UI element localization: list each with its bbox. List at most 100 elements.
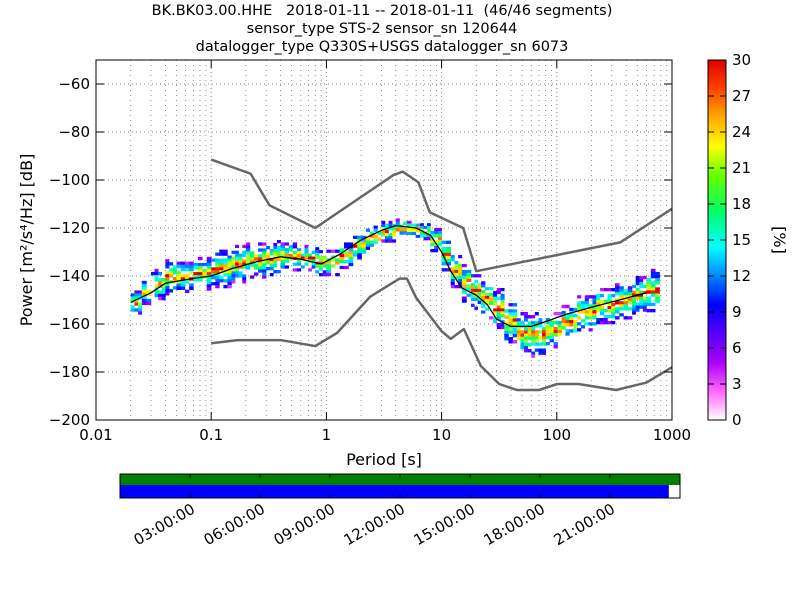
density-cell [496,322,501,327]
density-cell [577,307,582,311]
density-cell [500,296,505,300]
density-cell [206,281,212,285]
density-cell [231,256,236,260]
density-cell [357,250,362,254]
density-cell [500,308,505,312]
density-cell [392,226,397,231]
density-cell [172,265,177,269]
density-cell [426,237,431,241]
density-cell [534,330,539,334]
density-cell [335,261,340,265]
density-cell [184,274,190,278]
density-cell [296,253,302,258]
density-cell [381,233,386,237]
density-cell [146,289,152,294]
density-cell [154,284,159,288]
density-cell [474,297,478,302]
timeline-tick-label: 09:00:00 [271,500,338,549]
density-cell [273,258,278,262]
density-cell [489,292,494,297]
density-cell [592,310,597,314]
density-cell [369,234,374,238]
density-cell [632,305,636,309]
density-cell [388,226,393,231]
density-cell [284,242,289,246]
density-cell [524,315,528,319]
density-cell [542,333,546,337]
density-cell [508,327,513,332]
density-cell [646,284,652,288]
density-cell [508,315,513,319]
density-cell [441,240,447,244]
density-cell [542,339,546,343]
density-cell [627,307,633,311]
density-cell [474,294,478,299]
density-cell [458,282,463,286]
density-cell [276,252,281,256]
density-cell [466,284,472,288]
density-cell [635,296,640,300]
density-cell [180,286,186,290]
density-cell [223,264,228,268]
density-cell [141,280,147,285]
density-cell [549,321,554,325]
density-cell [262,266,267,270]
density-cell [215,261,220,265]
density-cell [315,255,320,260]
density-cell [493,293,498,298]
density-cell [639,290,644,295]
density-cell [395,218,400,222]
density-cell [481,281,486,285]
density-cell [520,333,525,337]
density-cell [545,321,550,325]
density-cell [619,295,624,299]
density-cell [441,262,447,266]
density-cell [580,310,586,314]
density-cell [461,278,467,283]
density-cell [326,249,332,253]
density-cell [392,239,397,243]
density-cell [471,283,475,287]
density-cell [466,293,472,297]
density-cell [580,319,586,323]
density-cell [202,269,208,273]
density-cell [189,283,194,287]
density-cell [249,254,255,258]
density-cell [565,317,570,321]
density-cell [206,265,212,270]
density-cell [300,253,305,257]
density-cell [176,270,182,275]
density-cell [258,269,263,273]
density-cell [138,302,143,306]
colorbar-label: [%] [770,226,789,254]
density-cell [512,321,518,325]
density-cell [154,290,159,295]
density-cell [206,272,212,276]
density-cell [242,262,247,266]
density-cell [227,282,232,286]
density-cell [474,274,478,278]
density-cell [434,231,439,235]
density-cell [496,288,501,292]
density-cell [330,264,336,268]
timeline-tick-label: 06:00:00 [201,500,268,549]
density-cell [403,231,408,235]
density-cell [531,315,536,319]
density-cell [508,337,513,341]
density-cell [231,268,236,272]
density-cell [326,273,332,277]
density-cell [219,249,224,253]
density-cell [258,254,263,258]
density-cell [584,298,589,302]
density-cell [161,293,166,298]
density-cell [549,336,554,340]
density-cell [481,301,486,305]
density-cell [423,237,428,241]
density-cell [197,275,203,279]
density-cell [496,296,501,300]
density-cell [534,324,539,328]
density-cell [235,253,239,257]
density-cell [619,313,624,317]
density-cell [461,272,467,277]
density-cell [446,255,452,260]
